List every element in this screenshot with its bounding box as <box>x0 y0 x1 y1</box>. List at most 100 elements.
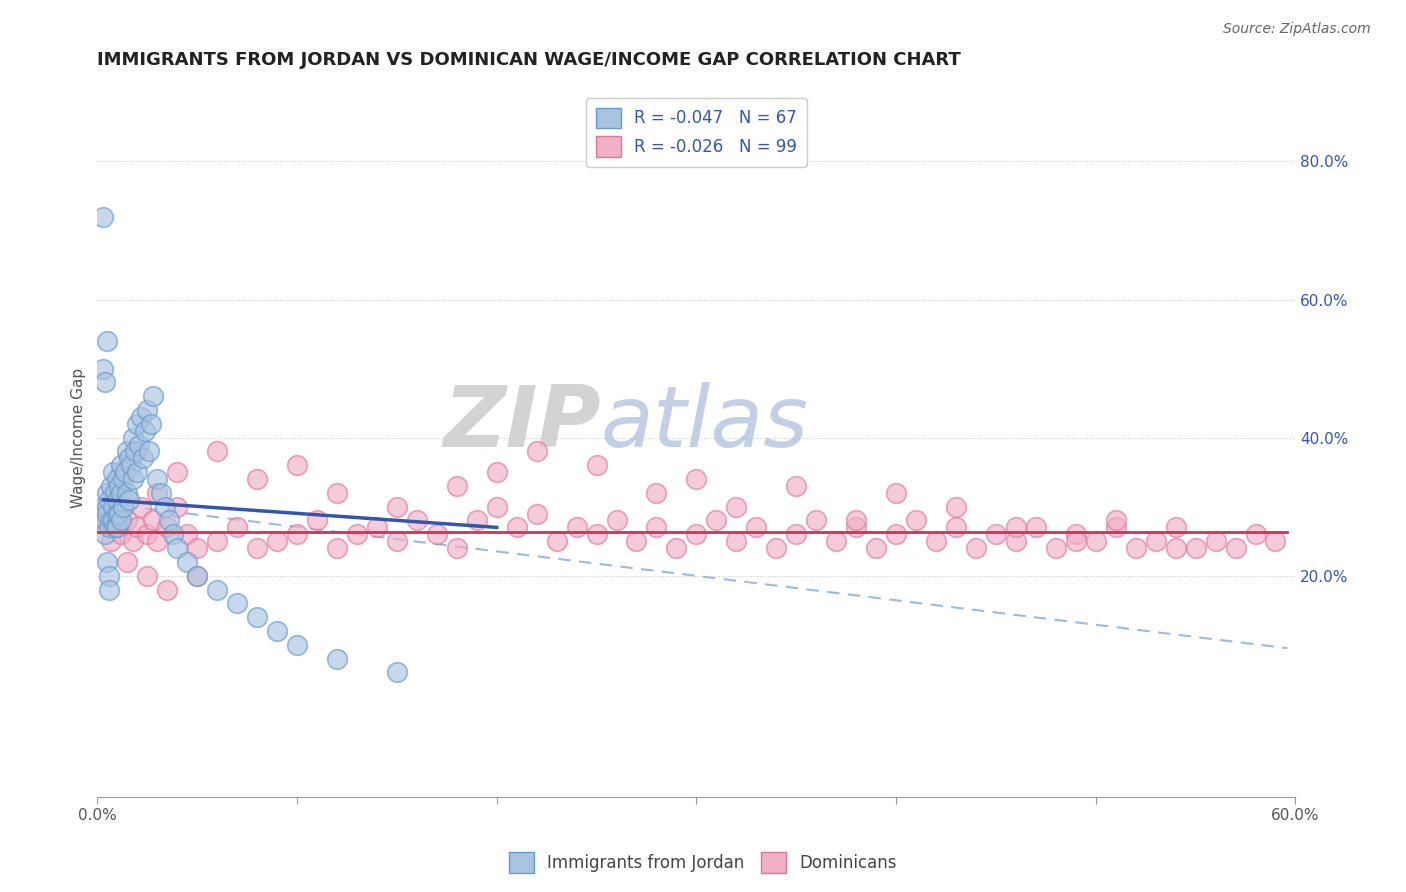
Point <box>246 541 269 555</box>
Point <box>385 665 408 680</box>
Point <box>546 534 568 549</box>
Point <box>1064 527 1087 541</box>
Point <box>1084 534 1107 549</box>
Point <box>124 444 146 458</box>
Point <box>626 534 648 549</box>
Point <box>155 500 177 514</box>
Point <box>142 513 165 527</box>
Point <box>96 486 118 500</box>
Point <box>266 534 288 549</box>
Point <box>326 486 349 500</box>
Point <box>725 500 748 514</box>
Point <box>526 444 548 458</box>
Point <box>446 541 468 555</box>
Point <box>725 534 748 549</box>
Point <box>94 513 117 527</box>
Point <box>385 500 408 514</box>
Point <box>166 465 188 479</box>
Point <box>117 444 139 458</box>
Point <box>141 417 163 431</box>
Point <box>1025 520 1047 534</box>
Point <box>505 520 527 534</box>
Point <box>865 541 887 555</box>
Point <box>1045 541 1067 555</box>
Point <box>246 610 269 624</box>
Point <box>96 507 118 521</box>
Point <box>127 417 149 431</box>
Point <box>346 527 368 541</box>
Point <box>1005 534 1028 549</box>
Point <box>1105 520 1128 534</box>
Point <box>645 486 668 500</box>
Point <box>305 513 328 527</box>
Point <box>285 638 308 652</box>
Point <box>94 376 117 390</box>
Point <box>965 541 987 555</box>
Point <box>98 492 121 507</box>
Point <box>266 624 288 638</box>
Point <box>845 520 868 534</box>
Legend: Immigrants from Jordan, Dominicans: Immigrants from Jordan, Dominicans <box>502 846 904 880</box>
Point <box>110 486 132 500</box>
Point <box>905 513 928 527</box>
Point <box>1264 534 1286 549</box>
Point <box>1184 541 1206 555</box>
Point <box>426 527 449 541</box>
Point <box>110 458 132 473</box>
Point <box>122 472 145 486</box>
Point <box>105 520 128 534</box>
Point <box>925 534 948 549</box>
Point <box>945 520 967 534</box>
Point <box>1164 541 1187 555</box>
Point <box>785 479 807 493</box>
Point <box>485 500 508 514</box>
Point <box>108 507 131 521</box>
Point <box>465 513 488 527</box>
Point <box>138 444 160 458</box>
Point <box>385 534 408 549</box>
Point <box>945 500 967 514</box>
Point <box>246 472 269 486</box>
Point <box>565 520 588 534</box>
Point <box>366 520 388 534</box>
Point <box>166 541 188 555</box>
Point <box>104 520 127 534</box>
Point <box>100 534 122 549</box>
Point <box>136 403 159 417</box>
Point <box>98 520 121 534</box>
Point <box>128 437 150 451</box>
Point <box>117 513 139 527</box>
Point <box>1164 520 1187 534</box>
Point <box>845 513 868 527</box>
Point <box>105 520 128 534</box>
Point <box>326 541 349 555</box>
Point <box>117 555 139 569</box>
Point <box>103 500 125 514</box>
Point <box>120 458 142 473</box>
Point <box>103 513 125 527</box>
Point <box>186 541 208 555</box>
Text: IMMIGRANTS FROM JORDAN VS DOMINICAN WAGE/INCOME GAP CORRELATION CHART: IMMIGRANTS FROM JORDAN VS DOMINICAN WAGE… <box>97 51 962 69</box>
Point <box>1105 513 1128 527</box>
Point <box>150 486 173 500</box>
Point <box>98 568 121 582</box>
Point <box>94 527 117 541</box>
Point <box>117 486 139 500</box>
Point <box>105 507 128 521</box>
Point <box>136 568 159 582</box>
Point <box>1225 541 1247 555</box>
Point <box>100 513 122 527</box>
Point <box>132 451 155 466</box>
Point <box>127 444 149 458</box>
Point <box>785 527 807 541</box>
Point <box>186 568 208 582</box>
Point <box>645 520 668 534</box>
Point <box>114 465 136 479</box>
Point <box>745 520 768 534</box>
Point <box>285 527 308 541</box>
Text: Source: ZipAtlas.com: Source: ZipAtlas.com <box>1223 22 1371 37</box>
Point <box>186 568 208 582</box>
Point <box>110 527 132 541</box>
Point <box>96 500 118 514</box>
Point <box>103 500 125 514</box>
